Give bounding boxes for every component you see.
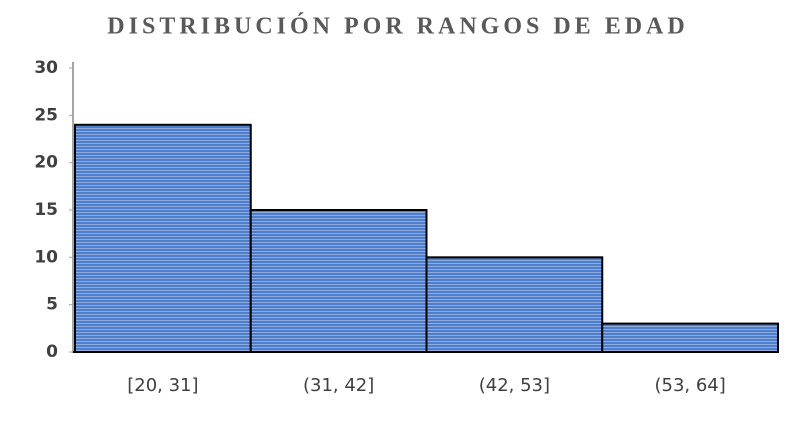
y-tick-label: 15: [34, 200, 58, 220]
y-tick-label: 25: [34, 105, 58, 125]
x-tick-label: (31, 42]: [303, 375, 374, 396]
bar-texture: [427, 258, 602, 351]
chart-title: DISTRIBUCIÓN POR RANGOS DE EDAD: [107, 13, 688, 40]
y-tick-label: 30: [34, 58, 58, 78]
y-tick-label: 5: [46, 295, 58, 315]
y-tick-label: 20: [34, 153, 58, 173]
bar-texture: [251, 211, 426, 351]
y-tick-label: 0: [46, 342, 58, 362]
x-tick-label: [20, 31]: [127, 375, 198, 396]
bar-texture: [76, 125, 250, 351]
y-tick-label: 10: [34, 247, 58, 267]
bar-texture: [603, 324, 777, 351]
x-tick-label: (42, 53]: [479, 375, 550, 396]
x-tick-label: (53, 64]: [654, 375, 725, 396]
